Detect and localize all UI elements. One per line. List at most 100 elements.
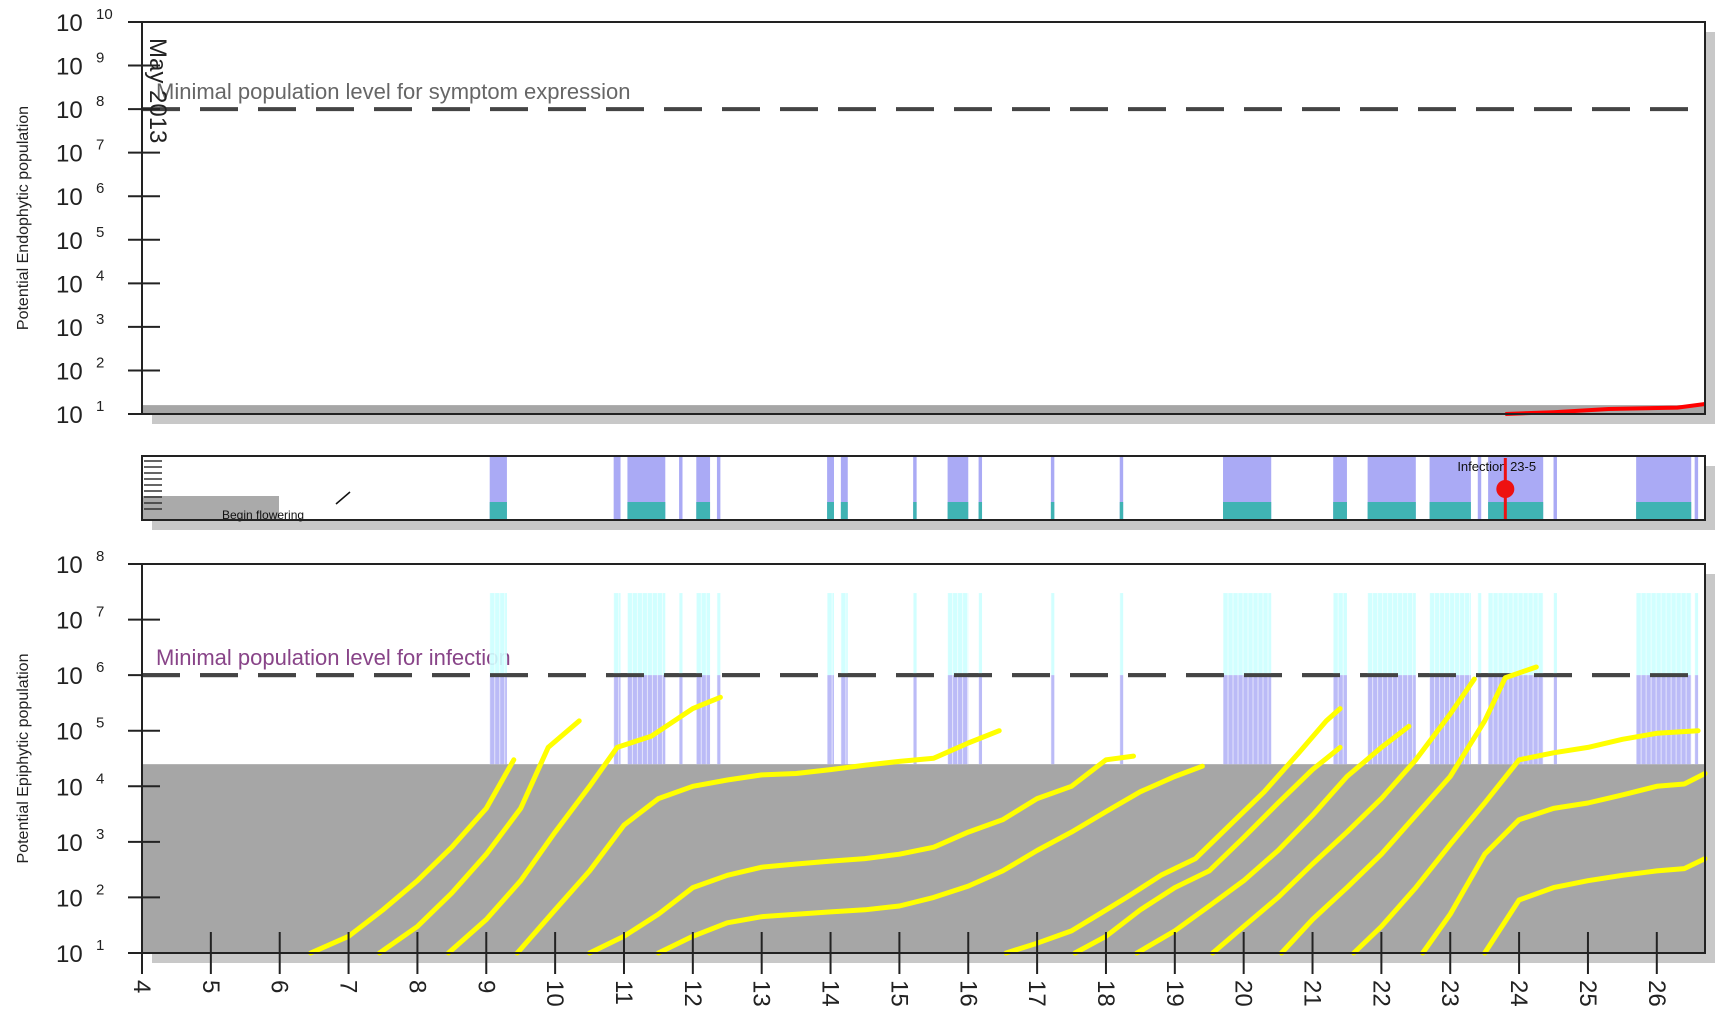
wet-column-upper xyxy=(1636,593,1692,676)
x-tick-label: 15 xyxy=(885,980,912,1007)
x-tick-label: 13 xyxy=(748,980,775,1007)
wet-column-upper xyxy=(1223,593,1272,676)
y-tick-base: 10 xyxy=(56,228,83,255)
rain-period xyxy=(840,502,848,520)
x-tick-label: 21 xyxy=(1299,980,1326,1007)
plot-frame xyxy=(141,563,1706,954)
epiphytic-series-line xyxy=(1279,664,1539,956)
rain-period xyxy=(947,502,969,520)
x-tick-label: 24 xyxy=(1505,980,1532,1007)
wet-column-upper xyxy=(1429,593,1471,676)
epiphytic-series-line xyxy=(1072,744,1343,956)
y-tick-exponent: 7 xyxy=(96,137,104,154)
wet-period xyxy=(840,456,848,520)
rain-period xyxy=(489,502,507,520)
infection-label: Infection 23-5 xyxy=(1457,459,1536,474)
y-tick-exponent: 1 xyxy=(96,398,104,415)
wet-column-upper xyxy=(1050,593,1055,676)
threshold-label: Minimal population level for infection xyxy=(156,645,511,670)
wet-period xyxy=(827,456,834,520)
y-axis-title: Potential Endophytic population xyxy=(15,106,32,330)
x-tick-label: 23 xyxy=(1436,980,1463,1007)
y-tick-exponent: 2 xyxy=(96,354,104,371)
wet-column-lower xyxy=(679,675,683,765)
y-tick-base: 10 xyxy=(56,271,83,298)
wet-column-upper xyxy=(679,593,683,676)
rain-period xyxy=(1636,502,1692,520)
wet-period xyxy=(913,456,917,520)
y-tick-exponent: 8 xyxy=(96,548,104,565)
wet-column-lower xyxy=(716,675,721,765)
wet-column-lower xyxy=(1119,675,1124,765)
epiphytic-series-line xyxy=(587,753,1136,956)
wet-column-upper xyxy=(1367,593,1416,676)
y-tick-exponent: 4 xyxy=(96,267,104,284)
timeline-frame xyxy=(141,455,1706,521)
y-tick-base: 10 xyxy=(56,315,83,342)
wet-column-lower xyxy=(1694,675,1699,765)
epiphytic-series-line xyxy=(514,728,1002,956)
y-tick-base: 10 xyxy=(56,141,83,168)
wet-column-lower xyxy=(1636,675,1692,765)
population-band xyxy=(142,764,1705,953)
x-tick-label: 14 xyxy=(817,980,844,1007)
wet-column-lower xyxy=(913,675,917,765)
wet-column-upper xyxy=(1488,593,1544,676)
y-tick-base: 10 xyxy=(56,830,83,857)
epiphytic-series-line xyxy=(1210,676,1477,956)
flowering-block xyxy=(142,496,279,520)
epiphytic-series-line xyxy=(445,694,723,956)
wet-period xyxy=(1119,456,1124,520)
wet-period xyxy=(1477,456,1482,520)
rain-period xyxy=(1367,502,1416,520)
begin-flowering-label: Begin flowering xyxy=(222,508,304,522)
x-tick-label: 19 xyxy=(1161,980,1188,1007)
wet-column-lower xyxy=(840,675,848,765)
y-tick-base: 10 xyxy=(56,608,83,635)
wet-column-upper xyxy=(978,593,983,676)
y-tick-base: 10 xyxy=(56,885,83,912)
wet-column-lower xyxy=(627,675,666,765)
x-tick-label: 18 xyxy=(1092,980,1119,1007)
wet-period xyxy=(613,456,621,520)
x-tick-label: 5 xyxy=(197,980,224,993)
infection-marker xyxy=(1496,480,1515,498)
x-tick-label: 22 xyxy=(1367,980,1394,1007)
rain-period xyxy=(1050,502,1055,520)
x-tick-label: 17 xyxy=(1023,980,1050,1007)
epiphytic-series-line xyxy=(1420,771,1708,956)
y-tick-base: 10 xyxy=(56,719,83,746)
y-tick-base: 10 xyxy=(56,552,83,579)
plot-area xyxy=(142,22,1705,414)
wet-column-upper xyxy=(840,593,848,676)
y-tick-exponent: 1 xyxy=(96,937,104,954)
epiphytic-series-line xyxy=(1003,706,1343,956)
weather-timeline-panel: Begin flowering Infection 23-5 xyxy=(141,455,1715,530)
rain-period xyxy=(913,502,917,520)
wet-column-upper xyxy=(1119,593,1124,676)
x-tick-label: 6 xyxy=(266,980,293,993)
threshold-label: Minimal population level for symptom exp… xyxy=(156,79,630,104)
y-tick-exponent: 5 xyxy=(96,224,104,241)
y-axis-title: Potential Epiphytic population xyxy=(15,654,32,864)
y-tick-exponent: 4 xyxy=(96,770,104,787)
epiphytic-series-line xyxy=(655,763,1205,956)
flowering-arrow xyxy=(335,491,351,505)
wet-column-upper xyxy=(716,593,721,676)
y-tick-exponent: 7 xyxy=(96,604,104,621)
x-tick-label: 10 xyxy=(541,980,568,1007)
y-tick-exponent: 6 xyxy=(96,180,104,197)
rain-period xyxy=(627,502,666,520)
rain-period xyxy=(1488,502,1544,520)
y-tick-exponent: 6 xyxy=(96,659,104,676)
plot-frame xyxy=(141,21,1706,415)
wet-column-upper xyxy=(1694,593,1699,676)
rain-period xyxy=(827,502,834,520)
x-axis: 4 5 6 7 8 9 10 11 12 13 14 15 16 17 18 19 20 21 22 23 24 25 26 xyxy=(128,932,1670,1007)
wet-column-lower xyxy=(1477,675,1482,765)
y-tick-base: 10 xyxy=(56,358,83,385)
rain-period xyxy=(1119,502,1124,520)
y-tick-exponent: 2 xyxy=(96,881,104,898)
wet-column-upper xyxy=(1333,593,1347,676)
